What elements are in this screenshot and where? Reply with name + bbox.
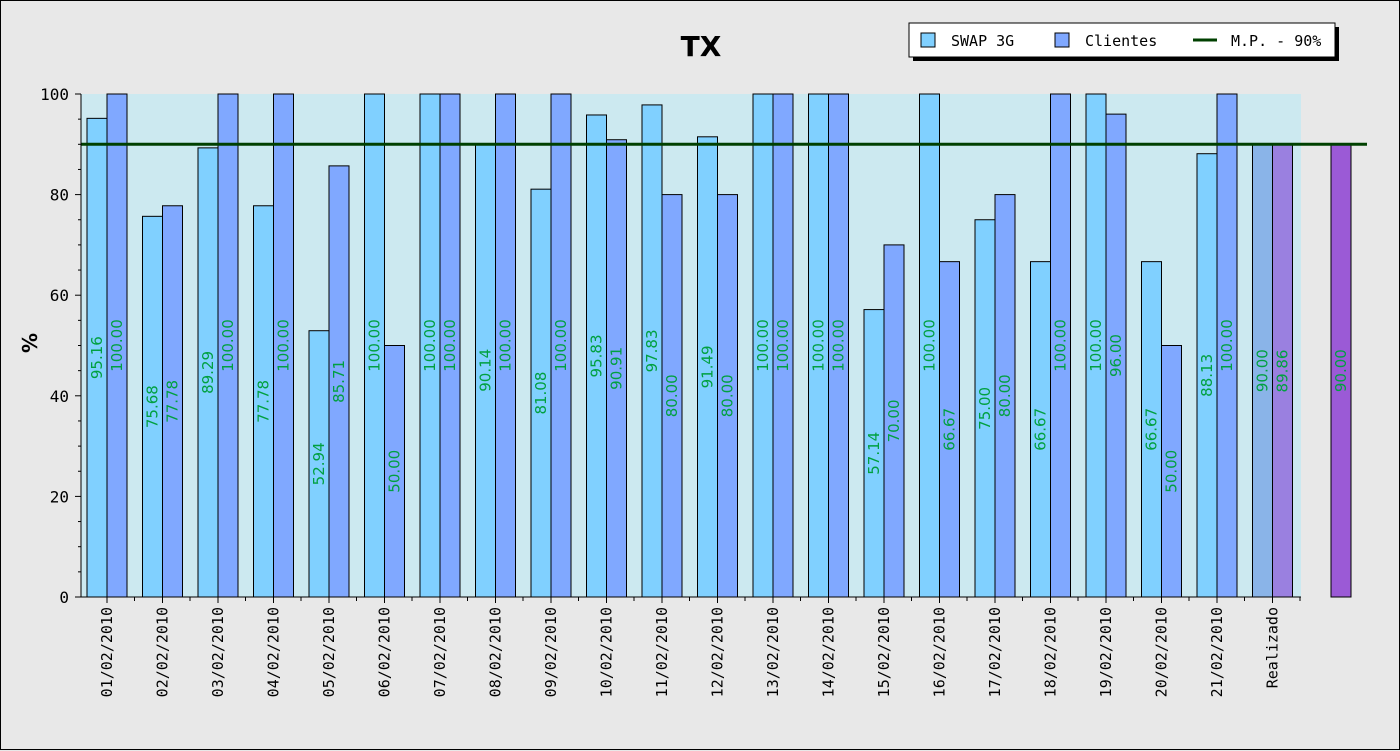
data-label: 80.00	[719, 374, 737, 417]
data-label: 95.16	[88, 336, 106, 379]
data-label: 90.00	[1254, 349, 1272, 392]
data-label: 81.08	[532, 372, 550, 415]
data-label: 80.00	[996, 374, 1014, 417]
legend-entry: M.P. - 90%	[1231, 32, 1321, 50]
x-tick-label: 13/02/2010	[764, 607, 782, 697]
legend-entry: SWAP 3G	[951, 32, 1014, 50]
data-label: 100.00	[810, 319, 828, 372]
data-label: 75.00	[976, 387, 994, 430]
x-tick-label: 14/02/2010	[820, 607, 838, 697]
x-tick-label: 18/02/2010	[1042, 607, 1060, 697]
x-tick-label: 19/02/2010	[1097, 607, 1115, 697]
data-label: 80.00	[663, 374, 681, 417]
data-label: 100.00	[421, 319, 439, 372]
data-label: 100.00	[366, 319, 384, 372]
x-tick-label: 17/02/2010	[986, 607, 1004, 697]
y-tick-label: 20	[50, 487, 69, 506]
x-tick-label: 12/02/2010	[709, 607, 727, 697]
data-label: 66.67	[1143, 408, 1161, 451]
x-tick-label: Realizado	[1264, 607, 1282, 688]
data-label: 66.67	[1032, 408, 1050, 451]
y-tick-label: 0	[59, 588, 69, 607]
y-tick-label: 40	[50, 387, 69, 406]
data-label: 100.00	[1052, 319, 1070, 372]
x-tick-label: 09/02/2010	[542, 607, 560, 697]
data-label: 100.00	[921, 319, 939, 372]
x-tick-label: 20/02/2010	[1153, 607, 1171, 697]
legend-box	[908, 22, 1336, 58]
chart-title: TX	[681, 30, 722, 63]
data-label: 95.83	[588, 335, 606, 378]
y-tick-label: 60	[50, 286, 69, 305]
data-label: 100.00	[754, 319, 772, 372]
data-label: 89.29	[199, 351, 217, 394]
data-label: 85.71	[330, 360, 348, 403]
x-tick-label: 08/02/2010	[487, 607, 505, 697]
data-label: 100.00	[219, 319, 237, 372]
data-label: 100.00	[774, 319, 792, 372]
data-label: 66.67	[941, 408, 959, 451]
data-label: 57.14	[865, 432, 883, 475]
data-label: 100.00	[830, 319, 848, 372]
data-label: 52.94	[310, 442, 328, 485]
data-label: 100.00	[1087, 319, 1105, 372]
data-label: 70.00	[885, 399, 903, 442]
data-label: 75.68	[144, 385, 162, 428]
x-tick-label: 06/02/2010	[376, 607, 394, 697]
x-tick-label: 11/02/2010	[653, 607, 671, 697]
data-label: 50.00	[386, 450, 404, 493]
y-axis-label: %	[18, 333, 42, 353]
data-label: 90.14	[477, 349, 495, 392]
legend-swatch	[1054, 32, 1070, 48]
legend-entry: Clientes	[1085, 32, 1157, 50]
x-tick-label: 03/02/2010	[209, 607, 227, 697]
y-tick-label: 80	[50, 186, 69, 205]
x-tick-label: 10/02/2010	[598, 607, 616, 697]
data-label: 100.00	[552, 319, 570, 372]
data-label: 90.00	[1332, 349, 1350, 392]
x-tick-label: 01/02/2010	[98, 607, 116, 697]
data-label: 77.78	[255, 380, 273, 423]
data-label: 77.78	[164, 380, 182, 423]
x-tick-label: 02/02/2010	[154, 607, 172, 697]
data-label: 91.49	[699, 345, 717, 388]
legend-swatch	[920, 32, 936, 48]
legend: SWAP 3G Clientes M.P. - 90%	[908, 22, 1339, 61]
x-tick-label: 16/02/2010	[931, 607, 949, 697]
data-label: 97.83	[643, 329, 661, 372]
x-tick-label: 21/02/2010	[1208, 607, 1226, 697]
data-label: 88.13	[1198, 354, 1216, 397]
data-label: 90.91	[608, 347, 626, 390]
y-tick-label: 100	[40, 85, 69, 104]
data-label: 50.00	[1163, 450, 1181, 493]
data-label: 100.00	[275, 319, 293, 372]
data-label: 100.00	[441, 319, 459, 372]
data-label: 96.00	[1107, 334, 1125, 377]
x-tick-label: 15/02/2010	[875, 607, 893, 697]
x-tick-label: 05/02/2010	[320, 607, 338, 697]
data-label: 89.86	[1274, 350, 1292, 393]
x-tick-label: 07/02/2010	[431, 607, 449, 697]
data-label: 100.00	[1218, 319, 1236, 372]
data-label: 100.00	[497, 319, 515, 372]
data-label: 100.00	[108, 319, 126, 372]
x-tick-label: 04/02/2010	[265, 607, 283, 697]
